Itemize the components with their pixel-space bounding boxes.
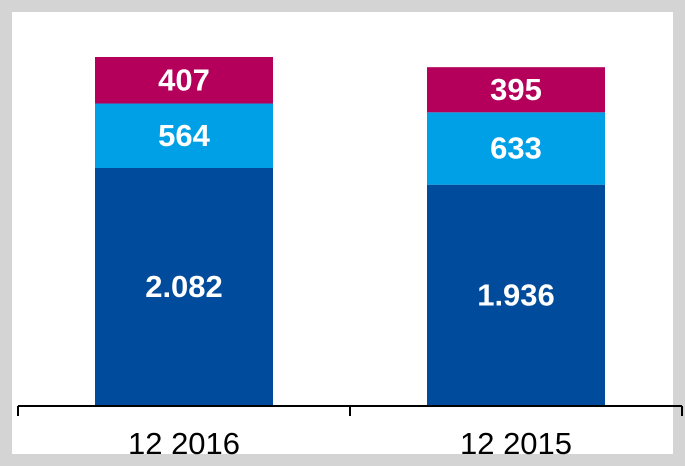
x-tick-label: 12 2015: [460, 426, 572, 461]
bar-segment: [427, 184, 605, 406]
value-label: 395: [490, 72, 542, 107]
bar-segment: [427, 112, 605, 185]
bar-segment: [95, 57, 273, 104]
x-tick-label: 12 2016: [128, 426, 240, 461]
value-label: 2.082: [145, 269, 223, 304]
bar-segment: [427, 67, 605, 113]
bar-segment: [95, 167, 273, 406]
value-label: 564: [158, 118, 210, 153]
value-label: 407: [158, 62, 210, 97]
value-label: 1.936: [477, 278, 555, 313]
value-label: 633: [490, 131, 542, 166]
bar-segment: [95, 103, 273, 168]
